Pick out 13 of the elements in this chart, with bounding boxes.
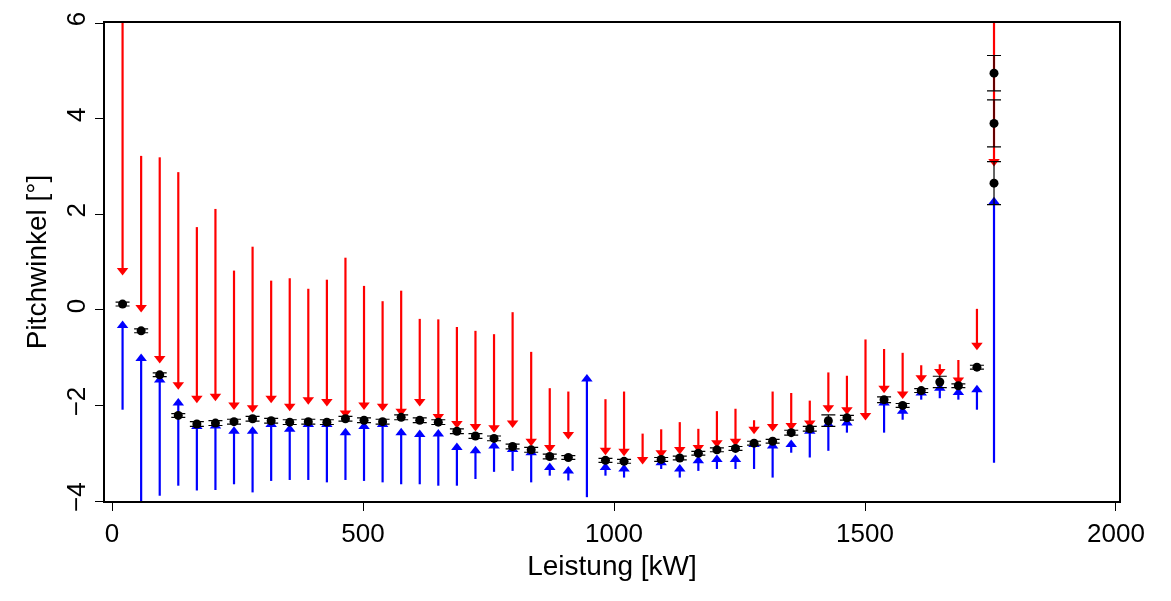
y-tick-label: 0 — [60, 298, 91, 314]
y-tick-label: −4 — [60, 482, 91, 512]
x-tick-label: 500 — [341, 517, 385, 548]
x-tick-label: 1500 — [836, 517, 894, 548]
y-tick-label: 2 — [60, 203, 91, 218]
y-tick-label: −2 — [60, 386, 91, 417]
x-tick-label: 2000 — [1087, 517, 1145, 548]
y-axis-title: Pitchwinkel [°] — [21, 174, 53, 350]
x-axis-title: Leistung [kW] — [527, 549, 697, 581]
x-tick-label: 1000 — [585, 517, 643, 548]
y-tick-label: 4 — [60, 107, 91, 122]
x-tick-label: 0 — [104, 517, 120, 548]
y-tick-label: 6 — [60, 11, 91, 27]
